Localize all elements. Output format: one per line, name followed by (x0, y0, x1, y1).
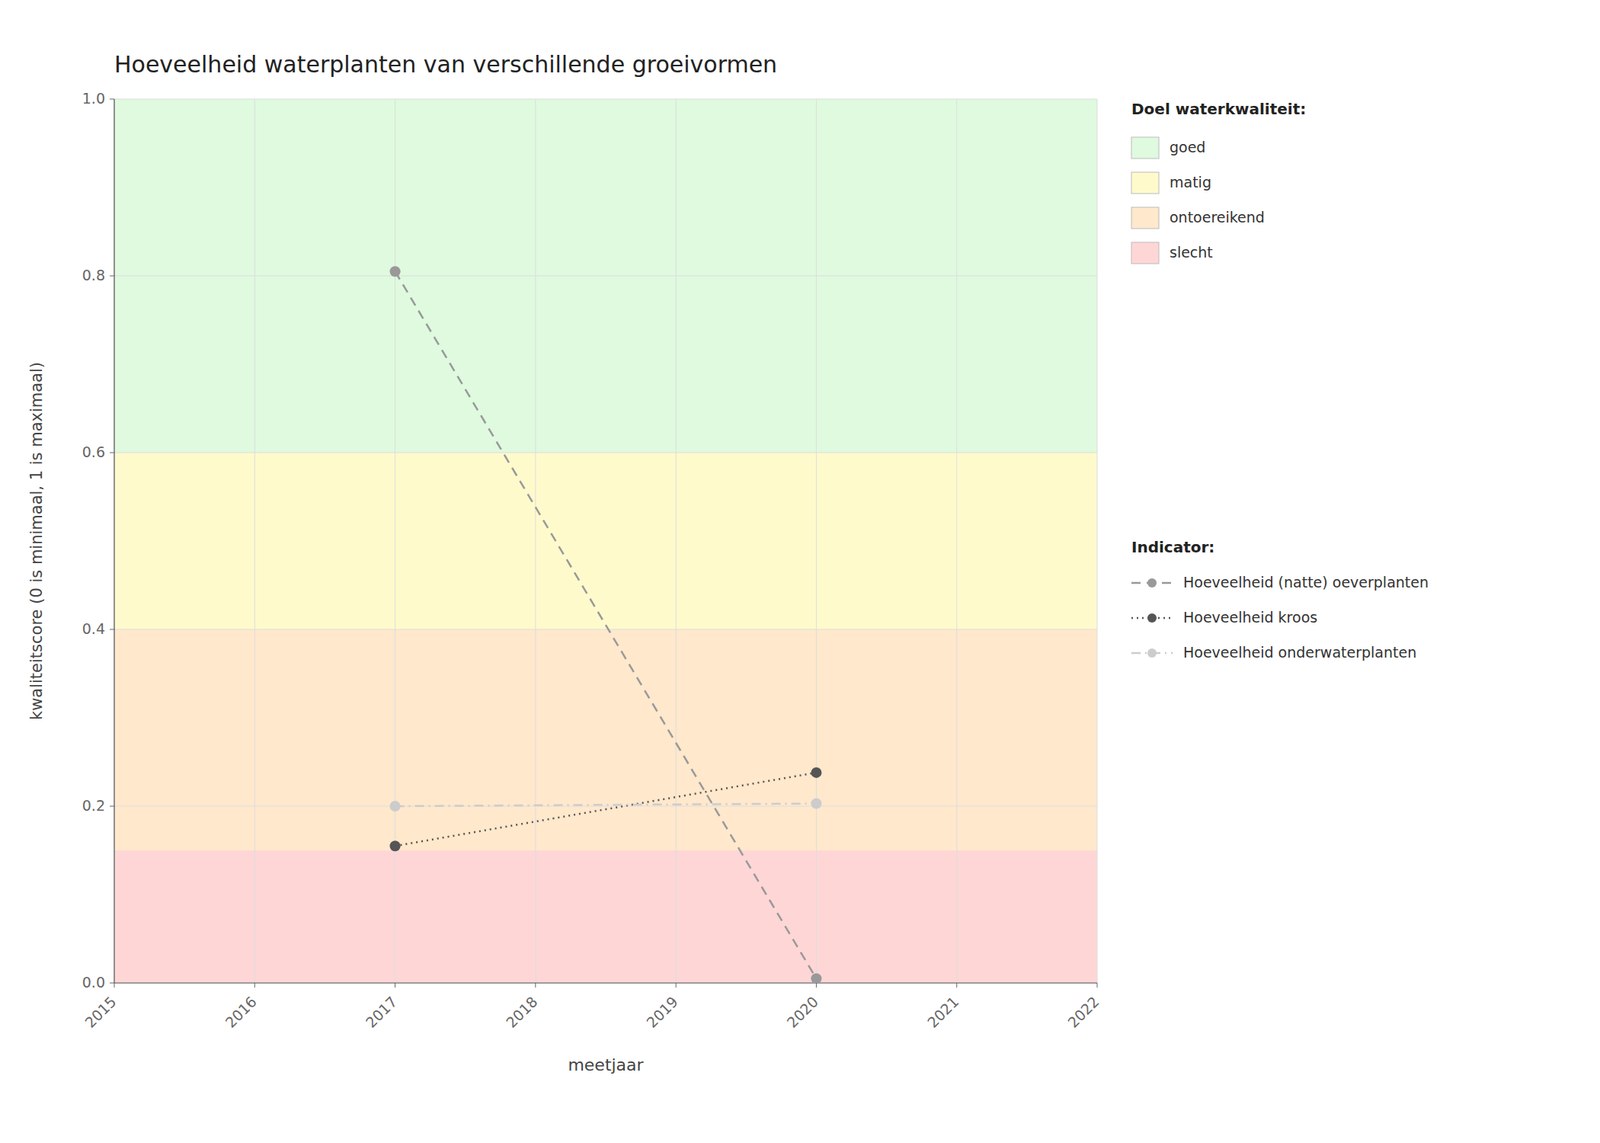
grid-line (114, 99, 1098, 100)
legend-marker (1147, 648, 1157, 658)
legend-label: ontoereikend (1169, 208, 1265, 226)
legend-swatch (1131, 137, 1159, 159)
tick (109, 806, 115, 807)
x-axis-line (114, 982, 1098, 983)
tick (956, 982, 957, 988)
y-axis-line (113, 99, 115, 983)
grid-line (114, 982, 1098, 984)
legend-swatch (1131, 172, 1159, 194)
marker (810, 798, 822, 810)
chart: 2015 2016 2017 2018 2019 2020 2021 2022 0.0 0.2 0.… (0, 0, 1600, 1143)
series (390, 265, 823, 983)
tick (394, 982, 396, 988)
legend-label: Hoeveelheid kroos (1183, 608, 1318, 626)
tick (1097, 982, 1098, 988)
series-group (390, 265, 823, 983)
legend-label: Hoeveelheid (natte) oeverplanten (1183, 573, 1429, 591)
tick (816, 982, 817, 988)
grid-line (114, 629, 1098, 631)
marker (390, 840, 401, 852)
legend-swatch (1131, 207, 1159, 229)
y-tick-label: 0.6 (82, 443, 106, 461)
line (395, 271, 817, 979)
legend-swatch (1131, 242, 1159, 264)
line (395, 803, 817, 807)
grid-line (114, 99, 116, 983)
x-tick-label: 2020 (783, 992, 822, 1031)
marker (810, 972, 822, 983)
legend-title: Doel waterkwaliteit: (1131, 99, 1306, 119)
tick (114, 982, 116, 988)
tick (675, 982, 677, 988)
title: Hoeveelheid waterplanten van verschillen… (114, 51, 778, 78)
series-group (390, 798, 823, 812)
band (114, 850, 1098, 983)
grid-line (254, 99, 256, 983)
axes: 2015 2016 2017 2018 2019 2020 2021 2022 0.0 0.2 0.… (81, 89, 1103, 1031)
y-tick-label: 0.4 (82, 620, 106, 637)
tick (254, 982, 256, 988)
grid-line (1097, 99, 1098, 983)
y-axis-label: kwaliteitscore (0 is minimaal, 1 is maxi… (27, 361, 46, 720)
legend-title: Indicator: (1131, 537, 1215, 557)
legend-marker (1147, 613, 1157, 623)
background (0, 0, 1600, 1143)
grid-line (675, 99, 677, 983)
legend-label: Hoeveelheid onderwaterplanten (1183, 643, 1417, 661)
legend-label: matig (1169, 173, 1212, 191)
marker (390, 800, 401, 812)
x-tick-label: 2016 (221, 992, 260, 1031)
marker (390, 265, 401, 277)
grid-line (534, 99, 536, 983)
grid-line (114, 452, 1098, 454)
x-tick-label: 2021 (924, 992, 963, 1031)
grid-line (114, 275, 1098, 277)
tick (109, 629, 115, 631)
y-tick-label: 0.0 (82, 973, 106, 991)
y-tick-label: 0.8 (82, 266, 106, 284)
tick (534, 982, 536, 988)
legend-marker (1147, 578, 1157, 588)
tick (109, 982, 115, 984)
legend: Doel waterkwaliteit: goed matig ontoereiken… (1131, 99, 1429, 660)
grid-line (114, 806, 1098, 807)
x-tick-label: 2018 (502, 992, 541, 1031)
x-tick-label: 2015 (81, 992, 120, 1031)
grid-line (816, 99, 817, 983)
x-tick-label: 2017 (362, 992, 401, 1031)
x-tick-label: 2019 (643, 992, 682, 1031)
bands (114, 99, 1098, 983)
tick (109, 99, 115, 100)
y-tick-label: 0.2 (82, 796, 106, 814)
tick (109, 452, 115, 454)
tick (109, 275, 115, 277)
band (114, 452, 1098, 630)
grid (114, 99, 1098, 983)
band (114, 629, 1098, 851)
x-tick-label: 2022 (1064, 992, 1103, 1031)
legend-label: slecht (1169, 243, 1213, 261)
legend-label: goed (1169, 138, 1206, 156)
grid-line (956, 99, 957, 983)
x-axis-label: meetjaar (567, 1055, 644, 1075)
band (114, 99, 1098, 453)
line (395, 772, 817, 846)
y-tick-label: 1.0 (82, 89, 106, 107)
series-group (390, 767, 823, 852)
marker (810, 767, 822, 778)
